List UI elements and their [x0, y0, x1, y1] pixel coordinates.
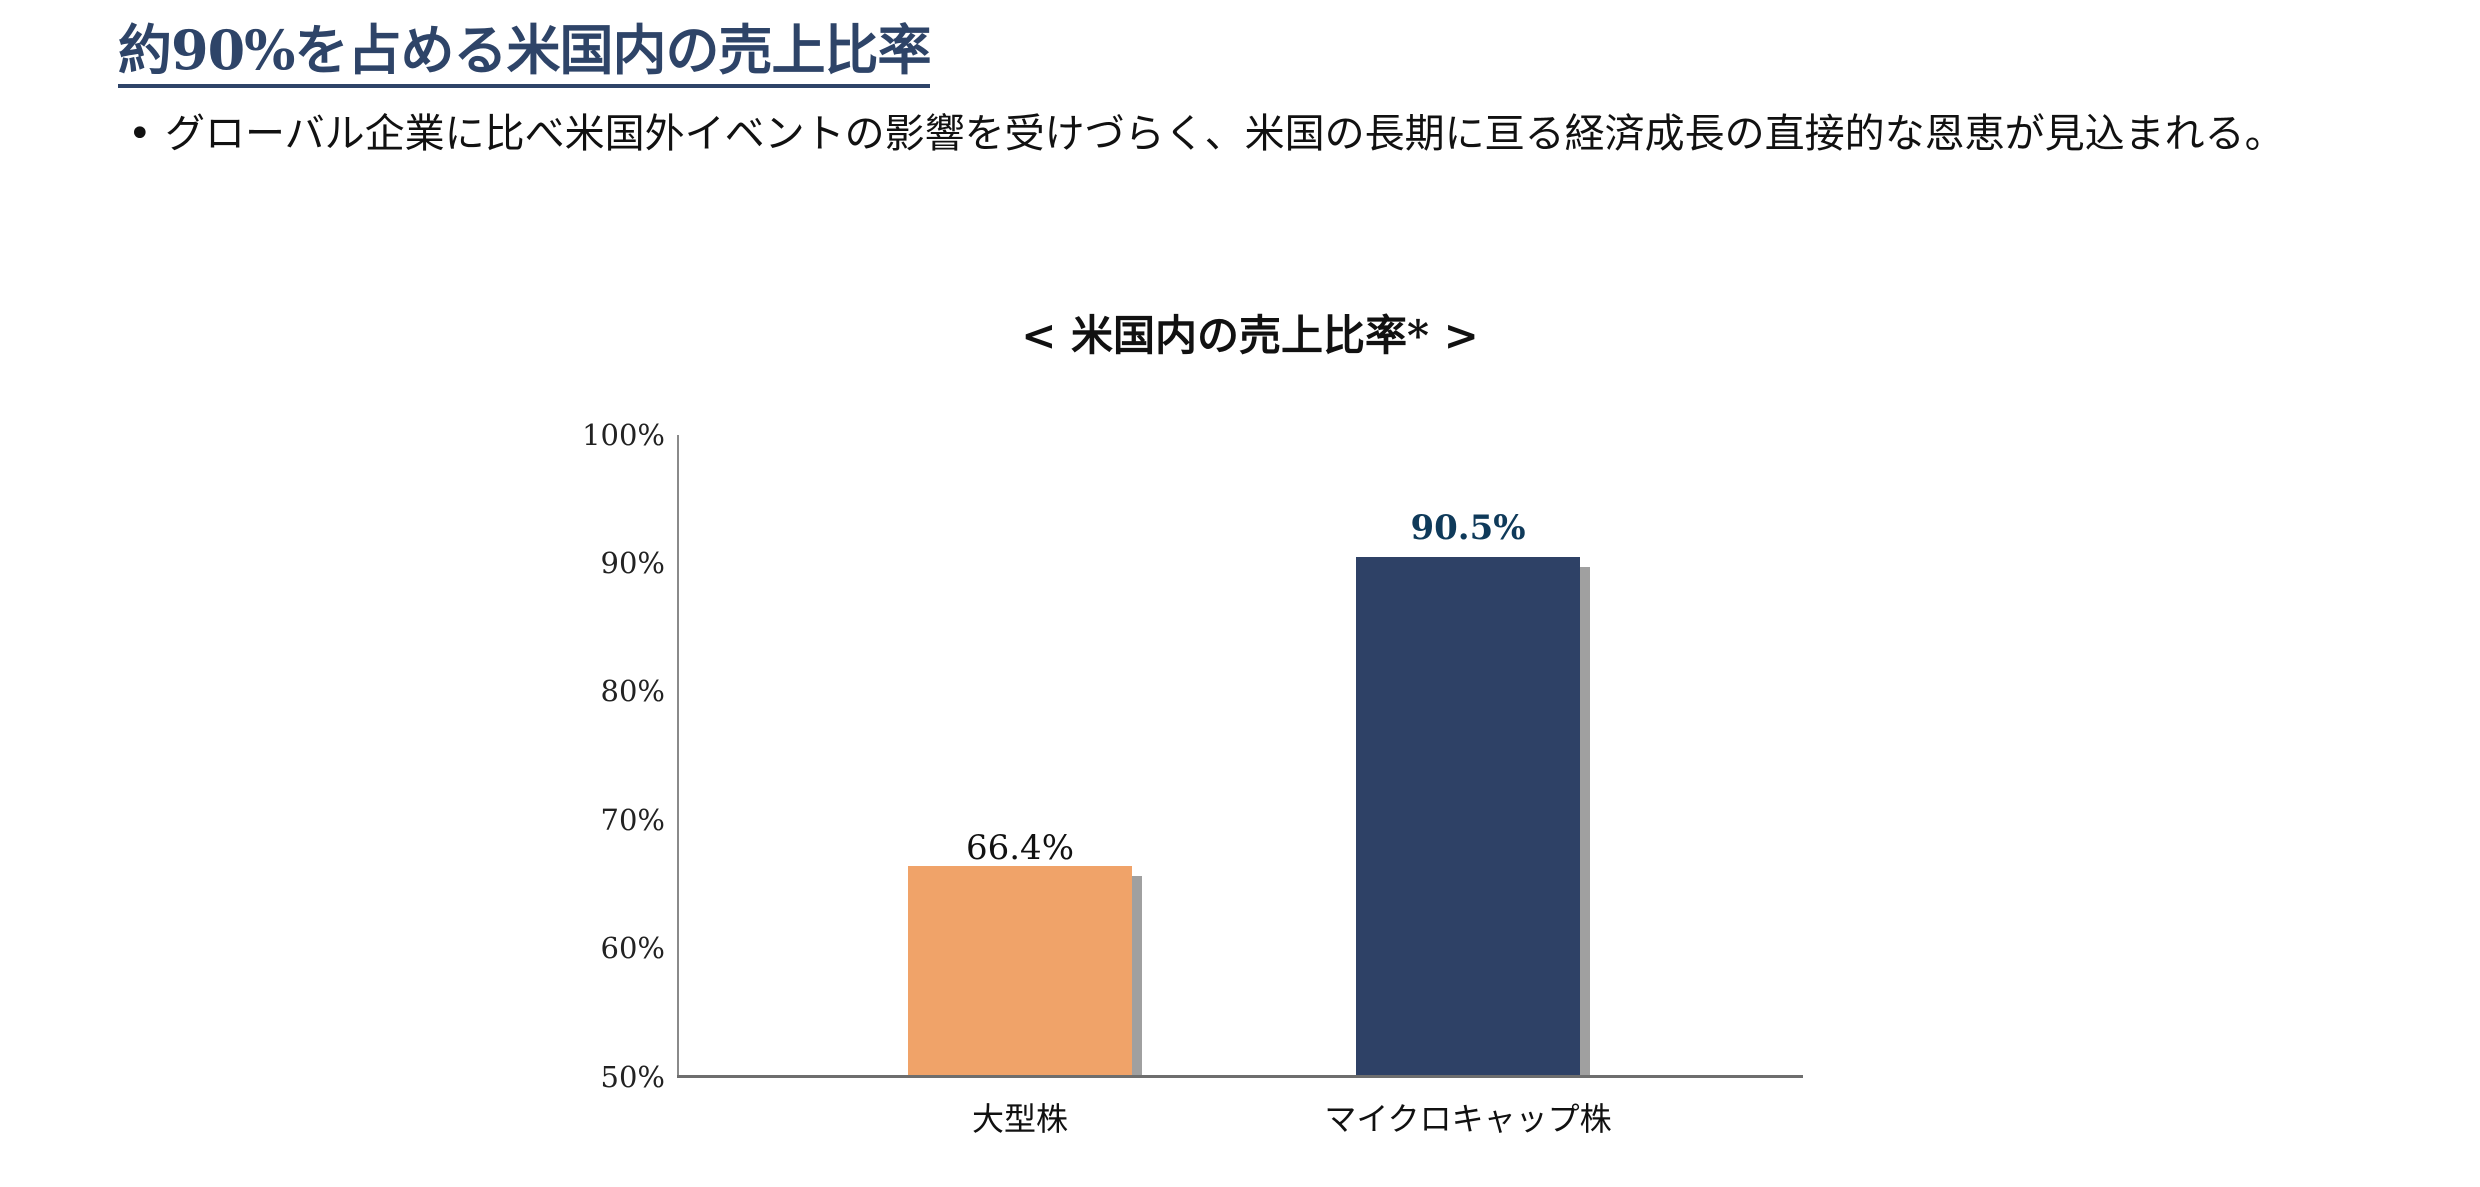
data-label-large-cap: 66.4% [965, 828, 1074, 868]
x-category-label: マイクロキャップ株 [1324, 1100, 1612, 1138]
y-axis-line [677, 435, 679, 1077]
y-tick-label: 90% [600, 546, 665, 580]
x-axis-line [677, 1075, 1803, 1078]
data-label-micro-cap: 90.5% [1410, 508, 1526, 548]
bullet-text: グローバル企業に比べ米国外イベントの影響を受けづらく、米国の長期に亘る経済成長の… [165, 111, 2285, 157]
bullet-point: • グローバル企業に比べ米国外イベントの影響を受けづらく、米国の長期に亘る経済成… [128, 104, 2408, 164]
y-tick-label: 50% [600, 1060, 665, 1094]
bar-micro-cap [1356, 557, 1580, 1076]
bullet-icon: • [128, 111, 152, 157]
bar-large-cap [908, 866, 1132, 1076]
y-tick-label: 70% [600, 803, 665, 837]
y-tick-label: 80% [600, 674, 665, 708]
y-tick-label: 60% [600, 931, 665, 965]
page-title: 約90%を占める米国内の売上比率 [118, 18, 931, 88]
y-tick-label: 100% [582, 418, 665, 452]
x-category-label: 大型株 [971, 1100, 1068, 1138]
chart-title: < 米国内の売上比率* > [1021, 311, 1479, 360]
